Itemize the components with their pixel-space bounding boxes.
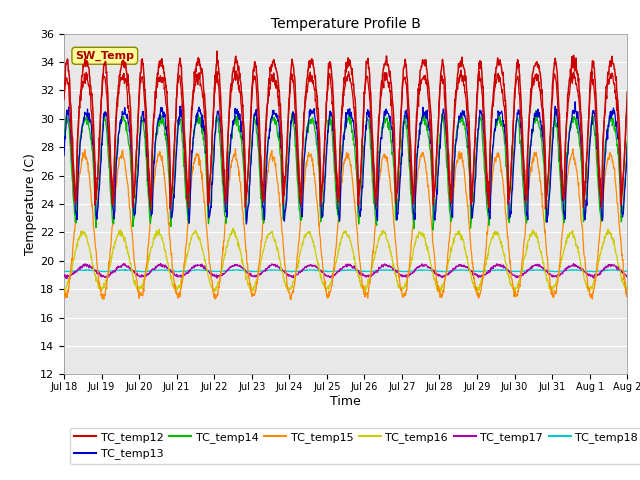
Text: SW_Temp: SW_Temp — [76, 51, 134, 61]
Legend: TC_temp12, TC_temp13, TC_temp14, TC_temp15, TC_temp16, TC_temp17, TC_temp18: TC_temp12, TC_temp13, TC_temp14, TC_temp… — [70, 428, 640, 464]
Y-axis label: Temperature (C): Temperature (C) — [24, 153, 37, 255]
X-axis label: Time: Time — [330, 395, 361, 408]
Title: Temperature Profile B: Temperature Profile B — [271, 17, 420, 31]
